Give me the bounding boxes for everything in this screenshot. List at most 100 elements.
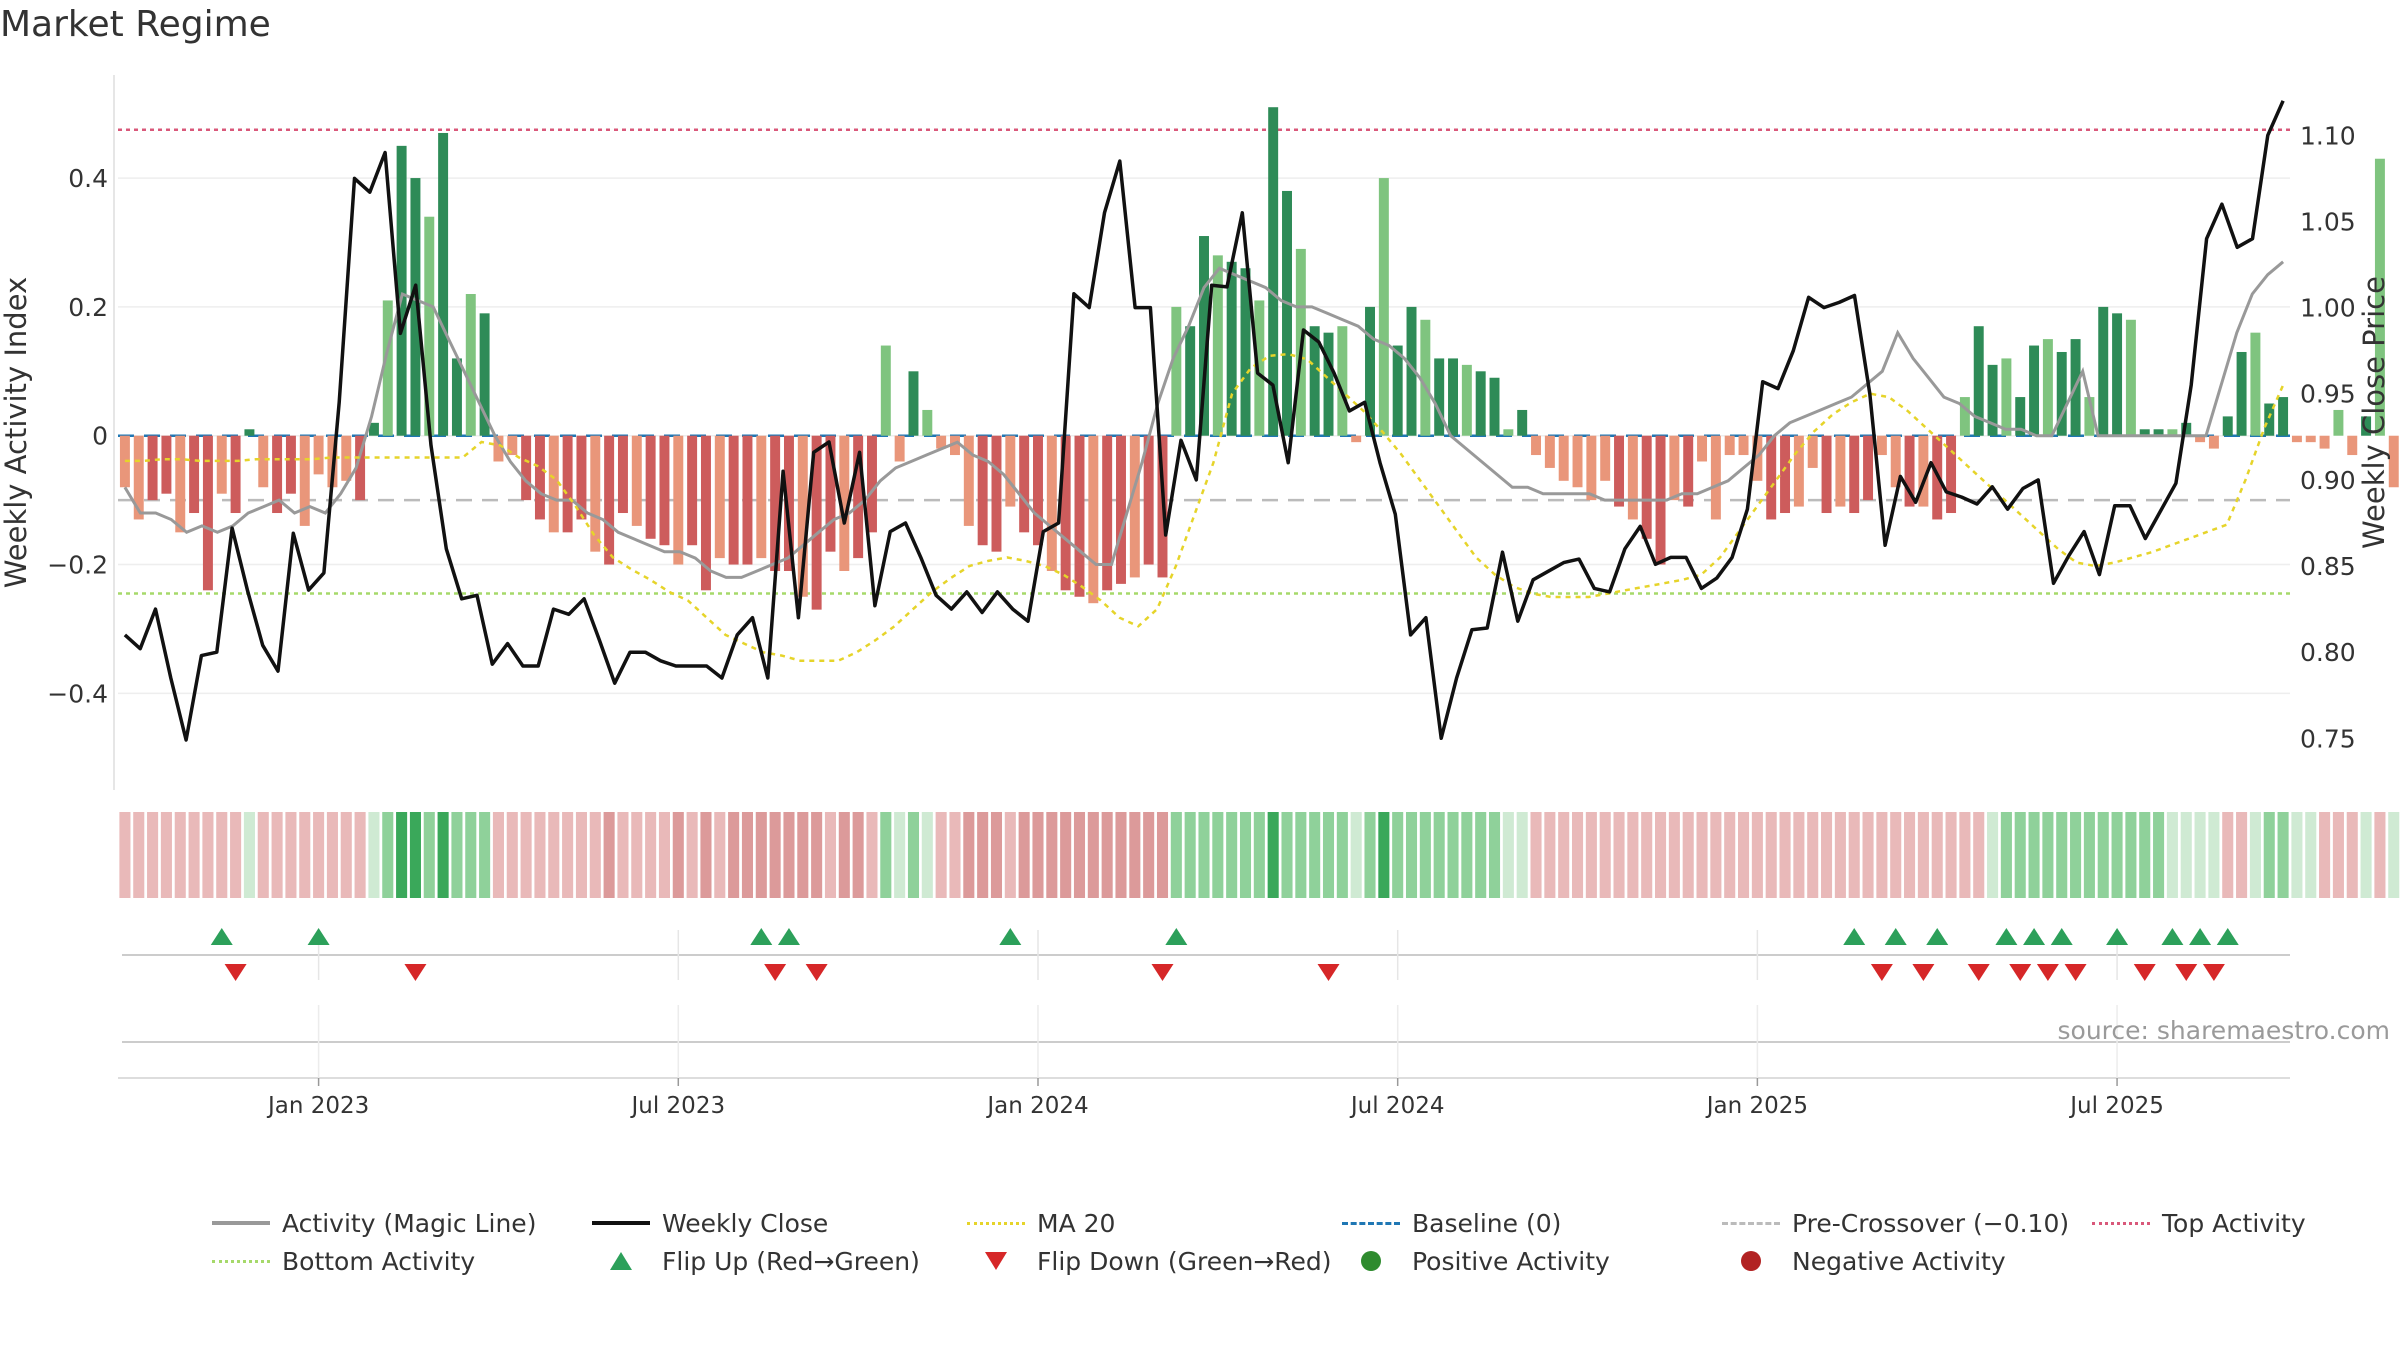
flip-down-marker — [224, 964, 247, 981]
activity-bar — [493, 435, 504, 462]
regime-cell — [354, 812, 366, 898]
activity-bar — [1918, 435, 1929, 507]
activity-bar — [133, 435, 144, 520]
regime-cell — [188, 812, 200, 898]
activity-bar — [2291, 435, 2302, 443]
activity-bar — [175, 435, 186, 533]
regime-cell — [271, 812, 283, 898]
activity-bar — [1185, 326, 1196, 436]
activity-bar — [1959, 397, 1970, 436]
regime-cell — [451, 812, 463, 898]
activity-bar — [438, 132, 449, 436]
activity-bar — [1572, 435, 1583, 488]
activity-bar — [673, 435, 684, 565]
activity-bar — [1600, 435, 1611, 481]
regime-cell — [1281, 812, 1293, 898]
regime-cell — [907, 812, 920, 898]
regime-cell — [811, 812, 823, 898]
left-tick-label: 0.2 — [68, 293, 108, 322]
activity-bar — [272, 435, 283, 514]
activity-bar — [922, 409, 933, 436]
activity-bar — [216, 435, 227, 494]
activity-bar — [2084, 397, 2095, 436]
regime-cell — [1696, 812, 1708, 898]
x-tick-label: Jan 2024 — [985, 1093, 1088, 1119]
activity-bar — [1489, 377, 1500, 436]
regime-cell — [1558, 812, 1570, 898]
legend-line-swatch — [212, 1259, 270, 1263]
regime-cell — [866, 812, 878, 898]
chart-title: Market Regime — [0, 4, 271, 45]
regime-cell — [368, 812, 380, 898]
regime-cell — [1060, 812, 1072, 898]
activity-bar — [244, 429, 255, 436]
regime-cell — [1143, 812, 1155, 898]
regime-cell — [1613, 812, 1625, 898]
left-tick-label: 0.4 — [68, 164, 108, 193]
regime-cell — [1668, 812, 1680, 898]
regime-cell — [2346, 812, 2358, 898]
regime-cell — [2360, 812, 2372, 898]
regime-cell — [1502, 812, 1514, 898]
activity-bar — [1807, 435, 1818, 468]
regime-cell — [672, 812, 684, 898]
regime-cell — [1973, 812, 1985, 898]
regime-cell — [2125, 812, 2137, 898]
activity-bar — [1503, 429, 1514, 436]
regime-cell — [658, 812, 670, 898]
activity-bar — [1586, 435, 1597, 501]
right-tick-label: 0.75 — [2300, 724, 2356, 753]
flip-down-marker — [805, 964, 828, 981]
regime-cell — [686, 812, 698, 898]
flip-down-marker — [404, 964, 427, 981]
legend-symbol — [590, 1208, 652, 1238]
left-axis-title: Weekly Activity Index — [0, 277, 33, 588]
legend: Activity (Magic Line) Weekly Close MA 20 Ba… — [210, 1208, 2400, 1288]
regime-cell — [1904, 812, 1916, 898]
regime-cell — [1475, 812, 1487, 898]
right-tick-label: 0.85 — [2300, 552, 2356, 581]
regime-cell — [700, 812, 712, 898]
activity-bar — [1088, 435, 1099, 604]
activity-bar — [714, 435, 725, 559]
regime-cell — [1917, 812, 1929, 898]
activity-bar — [1531, 435, 1542, 456]
right-tick-label: 0.90 — [2300, 466, 2356, 495]
x-tick-label: Jan 2023 — [266, 1093, 369, 1119]
activity-bar — [2056, 351, 2067, 436]
activity-bar — [839, 435, 850, 571]
dot-icon — [1741, 1251, 1761, 1271]
legend-line-swatch — [1342, 1221, 1400, 1225]
activity-bar — [1876, 435, 1887, 456]
right-tick-label: 1.10 — [2300, 121, 2356, 150]
activity-bar — [977, 435, 988, 546]
activity-bar — [1351, 435, 1362, 443]
regime-cell — [2042, 812, 2054, 898]
activity-bar — [1683, 435, 1694, 507]
regime-cell — [1239, 812, 1252, 898]
regime-cell — [160, 812, 172, 898]
activity-bar — [189, 435, 200, 514]
activity-bar — [2250, 332, 2261, 436]
activity-bar — [507, 435, 518, 456]
flip-down-marker — [1912, 964, 1935, 981]
regime-cell — [1516, 812, 1528, 898]
activity-bar — [1240, 268, 1251, 436]
activity-bar — [396, 145, 407, 436]
regime-cell — [534, 812, 546, 898]
activity-bar — [1904, 435, 1915, 507]
activity-bar — [991, 435, 1002, 552]
regime-cell — [2070, 812, 2082, 898]
left-tick-label: −0.2 — [47, 551, 108, 580]
regime-cell — [2208, 812, 2220, 898]
activity-bar — [576, 435, 587, 520]
legend-item: Weekly Close — [590, 1208, 828, 1238]
activity-bar — [1323, 332, 1334, 436]
regime-cell — [2139, 812, 2151, 898]
activity-bar — [1558, 435, 1569, 481]
activity-bar — [1821, 435, 1832, 514]
regime-cell — [1931, 812, 1943, 898]
legend-item: Bottom Activity — [210, 1246, 475, 1276]
flip-down-marker — [2202, 964, 2225, 981]
regime-cell — [2111, 812, 2123, 898]
